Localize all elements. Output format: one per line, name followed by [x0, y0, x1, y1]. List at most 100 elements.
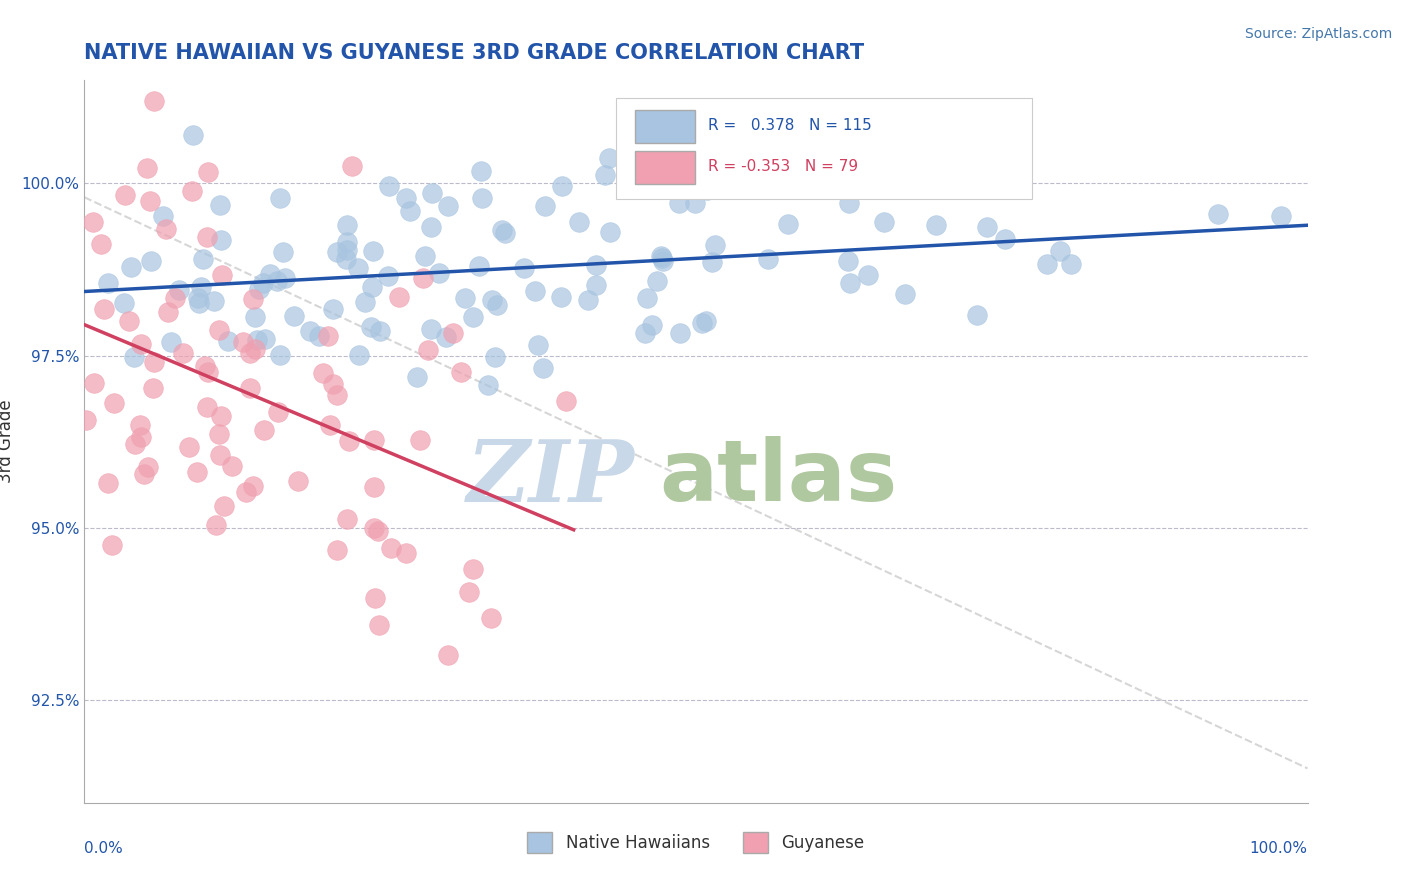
Point: [135, 161, 157, 176]
Point: [434, 330, 457, 344]
Point: [419, 322, 441, 336]
Point: [129, 430, 152, 444]
Point: [363, 520, 385, 534]
Point: [457, 585, 479, 599]
Point: [335, 252, 357, 267]
Point: [838, 196, 860, 211]
Point: [491, 223, 513, 237]
Point: [479, 611, 502, 625]
Point: [136, 460, 159, 475]
Point: [239, 381, 262, 395]
Point: [409, 434, 432, 448]
Point: [645, 274, 668, 288]
Point: [156, 305, 179, 319]
Point: [177, 440, 200, 454]
Point: [1060, 257, 1083, 271]
Point: [793, 129, 815, 144]
Point: [75, 413, 97, 427]
Point: [437, 648, 460, 662]
Point: [576, 293, 599, 307]
Point: [994, 232, 1017, 246]
Point: [155, 222, 177, 236]
Point: [208, 427, 231, 442]
Point: [325, 542, 347, 557]
Point: [217, 334, 239, 349]
Point: [342, 160, 364, 174]
Point: [82, 215, 104, 229]
Point: [252, 277, 274, 291]
Point: [187, 291, 209, 305]
Point: [90, 237, 112, 252]
Point: [274, 271, 297, 285]
Point: [132, 467, 155, 481]
Point: [378, 179, 401, 194]
Point: [695, 314, 717, 328]
Point: [534, 199, 557, 213]
Point: [1036, 257, 1059, 271]
Point: [97, 476, 120, 491]
Point: [894, 287, 917, 301]
Point: [336, 244, 359, 258]
Point: [398, 203, 420, 218]
Point: [186, 465, 208, 479]
Point: [461, 562, 484, 576]
Point: [287, 474, 309, 488]
Point: [477, 377, 499, 392]
Point: [361, 279, 384, 293]
Point: [197, 365, 219, 379]
Point: [494, 227, 516, 241]
Point: [634, 326, 657, 340]
Point: [283, 309, 305, 323]
Point: [531, 361, 554, 376]
Point: [335, 235, 357, 250]
Point: [471, 191, 494, 205]
Point: [377, 268, 399, 283]
Point: [585, 258, 607, 272]
Point: [364, 591, 387, 606]
Point: [247, 282, 270, 296]
Point: [191, 252, 214, 267]
Point: [101, 538, 124, 552]
Point: [380, 541, 402, 555]
Point: [405, 370, 427, 384]
Text: ZIP: ZIP: [467, 436, 636, 519]
Text: atlas: atlas: [659, 436, 897, 519]
Point: [468, 260, 491, 274]
Point: [267, 405, 290, 419]
Point: [412, 270, 434, 285]
Point: [299, 324, 322, 338]
Point: [690, 316, 713, 330]
Point: [169, 283, 191, 297]
Point: [124, 437, 146, 451]
Point: [481, 293, 503, 308]
FancyBboxPatch shape: [636, 110, 695, 143]
Point: [837, 254, 859, 268]
Point: [246, 333, 269, 347]
Point: [232, 334, 254, 349]
Point: [484, 350, 506, 364]
Point: [143, 94, 166, 108]
Point: [668, 196, 690, 211]
Text: NATIVE HAWAIIAN VS GUYANESE 3RD GRADE CORRELATION CHART: NATIVE HAWAIIAN VS GUYANESE 3RD GRADE CO…: [84, 44, 865, 63]
Point: [253, 332, 276, 346]
Point: [636, 292, 658, 306]
Point: [312, 366, 335, 380]
Point: [337, 434, 360, 448]
Point: [1049, 244, 1071, 259]
Point: [97, 276, 120, 290]
FancyBboxPatch shape: [616, 98, 1032, 200]
Point: [221, 458, 243, 473]
Point: [368, 325, 391, 339]
Point: [470, 163, 492, 178]
Point: [245, 310, 267, 324]
Point: [243, 343, 266, 357]
Point: [195, 400, 218, 414]
Point: [326, 388, 349, 402]
Point: [524, 284, 547, 298]
Point: [599, 225, 621, 239]
Point: [129, 336, 152, 351]
Text: R = -0.353   N = 79: R = -0.353 N = 79: [709, 160, 858, 175]
Point: [208, 448, 231, 462]
Point: [858, 268, 880, 282]
Point: [585, 277, 607, 292]
